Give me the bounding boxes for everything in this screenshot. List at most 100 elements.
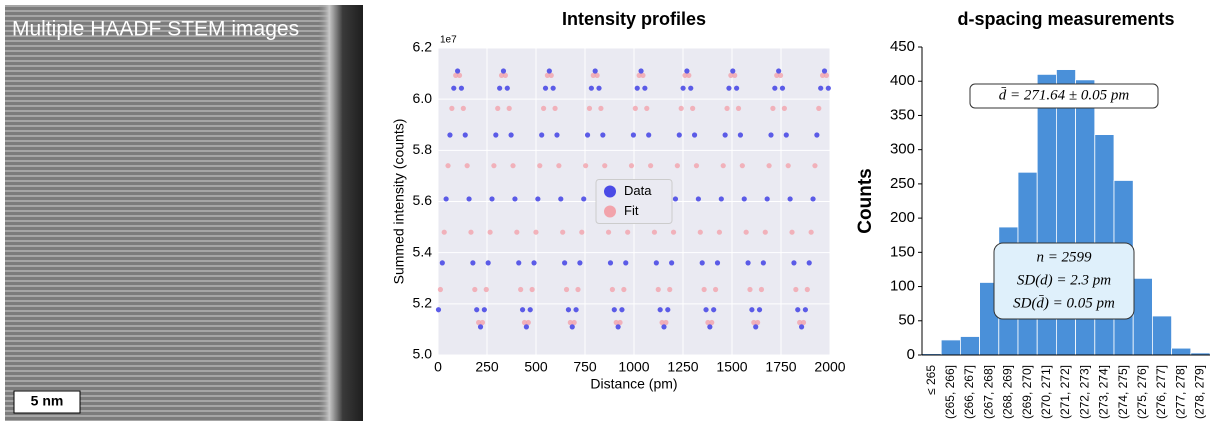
- data-point: [455, 68, 461, 74]
- data-point: [777, 72, 784, 78]
- data-point: [617, 319, 623, 326]
- data-point: [504, 85, 510, 91]
- data-point: [632, 105, 638, 111]
- scale-bar-label: 5 nm: [31, 393, 64, 409]
- y-tick-label: 250: [890, 175, 915, 192]
- annotation: d̄ = 271.64 ± 0.05 pm: [999, 87, 1130, 103]
- data-point: [569, 324, 575, 330]
- data-point: [722, 132, 728, 138]
- data-point: [552, 105, 558, 111]
- data-point: [709, 319, 715, 326]
- y-axis-label: Summed intensity (counts): [391, 119, 407, 285]
- data-point: [669, 260, 675, 266]
- data-point: [682, 72, 688, 78]
- data-point: [588, 85, 594, 91]
- data-point: [540, 105, 547, 111]
- data-point: [737, 132, 744, 138]
- y-tick-label: 400: [890, 72, 915, 89]
- data-point: [602, 163, 608, 169]
- data-point: [613, 319, 619, 326]
- data-point: [764, 196, 770, 202]
- x-tick-label: (274, 275]: [1116, 365, 1130, 419]
- bar: [1171, 347, 1192, 356]
- bar: [960, 336, 981, 356]
- data-point: [544, 72, 551, 78]
- data-point: [825, 85, 831, 91]
- data-point: [535, 196, 541, 202]
- data-point: [690, 105, 696, 111]
- x-tick-label: (271, 272]: [1058, 365, 1072, 419]
- data-point: [596, 85, 602, 91]
- x-tick-label: (276, 277]: [1154, 365, 1168, 419]
- x-tick-label: 1250: [667, 359, 698, 375]
- data-point: [502, 72, 508, 78]
- data-point: [812, 163, 818, 169]
- data-point: [787, 196, 793, 202]
- data-point: [546, 68, 552, 74]
- data-point: [703, 307, 709, 313]
- data-point: [498, 72, 505, 78]
- stem-image: [5, 5, 363, 421]
- data-point: [642, 85, 648, 91]
- data-point: [663, 319, 669, 326]
- annotation: SD(d̄) = 0.05 pm: [1013, 295, 1115, 311]
- bar: [940, 339, 961, 356]
- data-point: [600, 132, 606, 138]
- x-tick-label: 0: [434, 359, 442, 375]
- data-point: [659, 319, 665, 326]
- data-point: [747, 286, 753, 293]
- x-tick-label: 2000: [814, 359, 845, 375]
- data-point: [741, 196, 747, 202]
- x-tick-label: 750: [573, 359, 597, 375]
- data-point: [483, 286, 489, 293]
- data-point: [495, 105, 501, 111]
- data-point: [756, 307, 763, 313]
- data-point: [670, 229, 677, 235]
- data-point: [623, 260, 629, 266]
- data-point: [714, 260, 721, 266]
- data-point: [575, 286, 581, 293]
- legend-marker: [604, 185, 616, 198]
- data-point: [537, 163, 543, 169]
- data-point: [584, 132, 591, 138]
- axis-offset-label: 1e7: [440, 35, 457, 46]
- data-point: [449, 105, 455, 111]
- data-point: [500, 68, 507, 74]
- data-point: [795, 307, 801, 313]
- data-point: [458, 85, 465, 91]
- x-tick-label: (273, 274]: [1097, 365, 1111, 419]
- x-tick-label: (269, 270]: [1020, 365, 1034, 419]
- data-point: [529, 286, 535, 293]
- legend-label: Fit: [624, 203, 639, 218]
- data-point: [789, 229, 795, 235]
- y-tick-label: 350: [890, 106, 915, 123]
- data-point: [481, 307, 487, 313]
- data-point: [781, 105, 787, 111]
- x-tick-label: (272, 273]: [1077, 365, 1091, 419]
- data-point: [523, 324, 529, 330]
- data-point: [762, 229, 768, 235]
- data-point: [443, 196, 449, 202]
- data-point: [539, 132, 545, 138]
- data-point: [699, 260, 705, 266]
- data-point: [605, 229, 612, 235]
- data-point: [751, 319, 757, 326]
- data-point: [680, 85, 686, 91]
- data-point: [802, 307, 809, 313]
- image-title: Multiple HAADF STEM images: [12, 18, 299, 41]
- x-tick-label: (268, 269]: [1001, 365, 1015, 419]
- data-point: [644, 105, 650, 111]
- data-point: [823, 72, 830, 78]
- y-tick-label: 200: [890, 209, 915, 226]
- y-tick-label: 100: [890, 278, 915, 295]
- data-point: [487, 229, 493, 235]
- data-point: [621, 286, 627, 293]
- data-point: [695, 196, 701, 202]
- data-point: [586, 105, 593, 111]
- data-point: [734, 85, 740, 91]
- data-point: [749, 307, 755, 313]
- data-point: [474, 307, 480, 313]
- data-point: [516, 260, 522, 266]
- data-point: [821, 68, 828, 74]
- data-point: [726, 85, 732, 91]
